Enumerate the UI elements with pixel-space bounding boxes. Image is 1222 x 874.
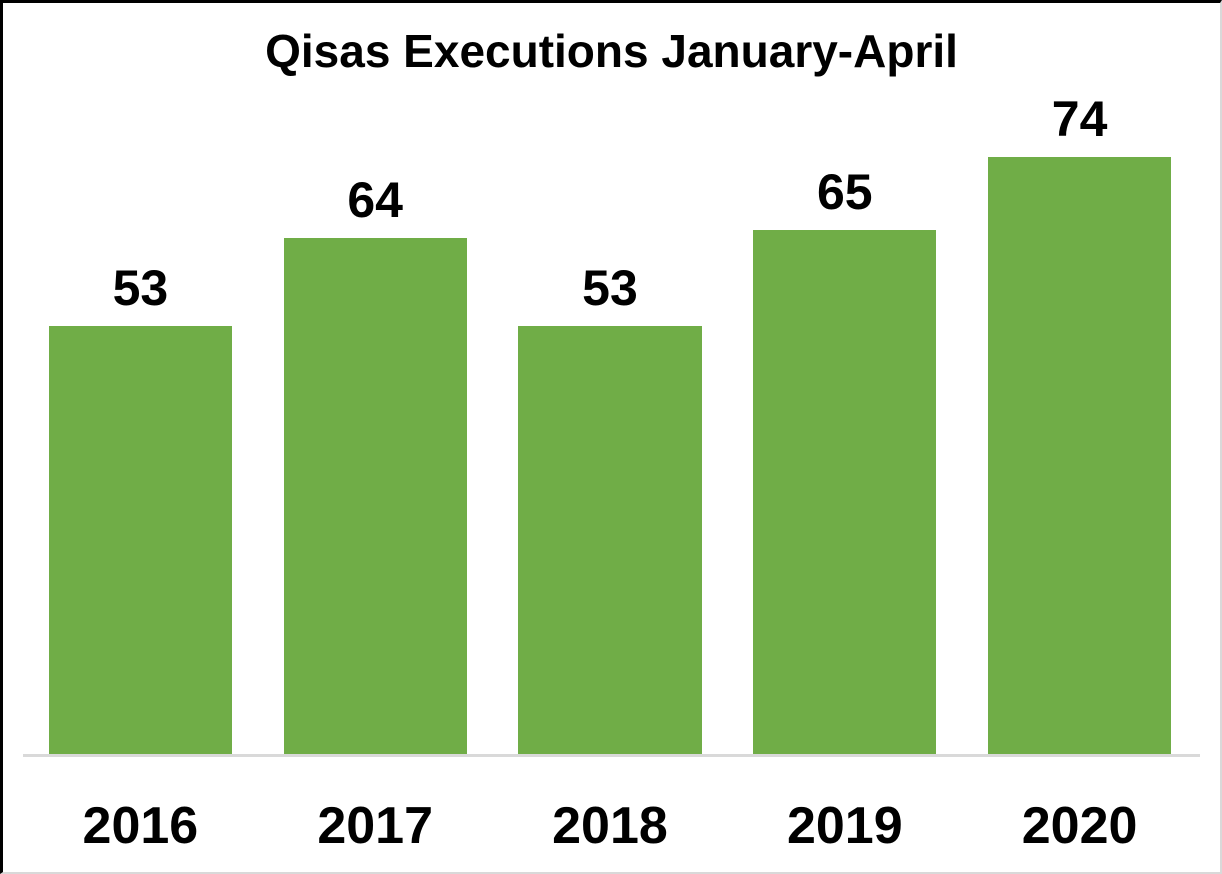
bar-2019 <box>753 230 937 754</box>
plot-area: 53 64 53 65 74 <box>23 94 1197 754</box>
x-tick-label-2020: 2020 <box>1021 797 1138 855</box>
bar-slot-2020: 74 <box>962 94 1197 754</box>
x-tick-label-2016: 2016 <box>82 797 199 855</box>
bar-value-label: 53 <box>582 260 638 316</box>
bar-slot-2016: 53 <box>23 263 258 754</box>
bar-value-label: 64 <box>347 172 403 228</box>
bar-value-label: 53 <box>112 260 169 316</box>
x-axis-line <box>23 754 1200 757</box>
x-tick-label-2018: 2018 <box>552 797 668 855</box>
bar-2020 <box>988 157 1172 754</box>
x-tick-label-2017: 2017 <box>317 797 434 855</box>
bar-slot-2017: 64 <box>258 175 493 754</box>
x-tick-label-2019: 2019 <box>786 797 903 855</box>
bar-value-label: 74 <box>1051 91 1108 147</box>
x-axis-labels: 2016 2017 2018 2019 2020 <box>23 798 1197 854</box>
bar-2018 <box>518 326 702 754</box>
chart-title: Qisas Executions January-April <box>265 25 958 77</box>
bar-2017 <box>283 238 467 754</box>
bar-slot-2019: 65 <box>727 167 962 754</box>
bar-slot-2018: 53 <box>493 263 728 754</box>
bar-value-label: 65 <box>816 164 873 220</box>
bar-2016 <box>48 326 232 754</box>
